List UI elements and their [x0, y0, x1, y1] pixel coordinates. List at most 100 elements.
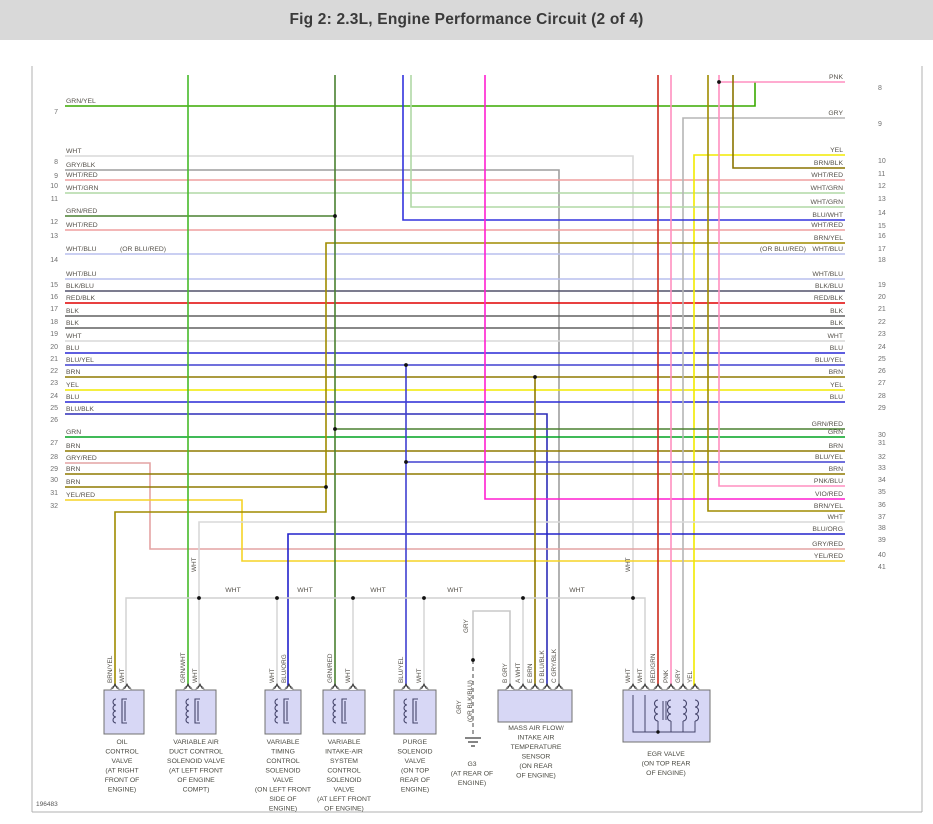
oil-control-valve-label: (AT RIGHT: [105, 768, 138, 775]
wire-right-17-label: BRN/YEL: [814, 235, 843, 242]
variable-timing-control-solenoid-valve-label: TIMING: [271, 749, 295, 756]
wire-right-38-label: WHT: [828, 514, 843, 521]
pin-wire-label: WHT: [416, 668, 423, 683]
pin-wire-label: D BLU/BLK: [539, 650, 546, 683]
purge-solenoid-valve-pin-arrow: [403, 682, 409, 690]
pin-wire-label: WHT: [191, 557, 198, 572]
wire-left-16-label: BLK/BLU: [66, 283, 94, 290]
mass-air-flow-intake-air-temperature-sensor-label: OF ENGINE): [516, 773, 556, 780]
pin-wire-label: B GRY: [502, 662, 509, 683]
variable-intake-air-system-control-solenoid-valve-plunger-icon: [341, 698, 347, 724]
mass-air-flow-intake-air-temperature-sensor-pin-socket: [554, 685, 564, 691]
wire-left-26-number: 26: [50, 417, 58, 424]
egr-valve-label: EGR VALVE: [647, 751, 685, 758]
wire-left-26: [65, 413, 548, 690]
variable-intake-air-system-control-solenoid-valve-label: (AT LEFT FRONT: [317, 796, 371, 803]
pin-wire-label: PNK: [663, 669, 670, 683]
wire-right-32-label: BRN: [829, 443, 843, 450]
wire-left-32-number: 32: [50, 503, 58, 510]
wire-right-14-label: WHT/GRN: [811, 199, 844, 206]
junction-dot: [404, 460, 408, 464]
wire-left-29-label: GRY/RED: [66, 455, 97, 462]
wire-left-25-label: BLU: [66, 394, 79, 401]
variable-timing-control-solenoid-valve-pin-arrow: [274, 682, 280, 690]
wire-right-27-number: 27: [878, 380, 886, 387]
wire-right-23-label: BLK: [830, 320, 843, 327]
wire-right-33-number: 33: [878, 465, 886, 472]
pin-wire-label: A WHT: [515, 663, 522, 683]
oil-control-valve-label: FRONT OF: [105, 777, 140, 784]
wire-left-11-label: WHT/GRN: [66, 185, 99, 192]
variable-timing-control-solenoid-valve-label: ENGINE): [269, 806, 297, 813]
g3-ground-label: G3: [467, 761, 476, 768]
variable-air-duct-control-solenoid-valve-label: VARIABLE AIR: [173, 739, 219, 746]
egr-valve-pin-socket: [678, 685, 688, 691]
mass-air-flow-intake-air-temperature-sensor-pin-socket: [518, 685, 528, 691]
pin-wire-label: BRN/YEL: [107, 655, 114, 683]
wire-left-31-label: BRN: [66, 479, 80, 486]
wire-right-20-label: BLK/BLU: [815, 283, 843, 290]
wire-left-14-note: (OR BLU/RED): [120, 246, 166, 253]
mass-air-flow-intake-air-temperature-sensor-pin-arrow: [532, 682, 538, 690]
wire-left-9-label: GRY/BLK: [66, 162, 96, 169]
egr-valve-coil-icon: [666, 699, 672, 722]
wire-right-34-label: BRN: [829, 466, 843, 473]
wire-right-24-number: 24: [878, 344, 886, 351]
bus-wire-label: WHT: [569, 587, 584, 594]
egr-valve-pin-socket: [640, 685, 650, 691]
wire-right-36: [484, 75, 845, 500]
wire-left-15-label: WHT/BLU: [66, 271, 97, 278]
pin-wire-label: WHT: [269, 668, 276, 683]
wire-left-22-label: BLU/YEL: [66, 357, 94, 364]
pin-wire-label: GRN/WHT: [180, 652, 187, 683]
variable-air-duct-control-solenoid-valve-pin-arrow: [185, 682, 191, 690]
wire-right-36-number: 36: [878, 502, 886, 509]
wire-right-36-label: VIO/RED: [815, 491, 843, 498]
egr-valve-pin-socket: [628, 685, 638, 691]
variable-intake-air-system-control-solenoid-valve-label: VALVE: [334, 787, 355, 794]
g3-ground-label: ENGINE): [458, 780, 486, 787]
purge-solenoid-valve-pin-socket: [419, 685, 429, 691]
wire-right-26-label: BLU/YEL: [815, 357, 843, 364]
wire-left-16-number: 16: [50, 294, 58, 301]
pin-wire-label: WHT: [637, 668, 644, 683]
wire-left-27-number: 27: [50, 440, 58, 447]
oil-control-valve-coil-icon: [112, 698, 117, 724]
wire-right-10-label: YEL: [830, 147, 843, 154]
variable-air-duct-control-solenoid-valve-label: (AT LEFT FRONT: [169, 768, 223, 775]
wire-right-8-label: PNK: [829, 74, 843, 81]
wire-left-29-number: 29: [50, 466, 58, 473]
wire-right-37: [707, 75, 845, 512]
junction-dot: [324, 485, 328, 489]
pin-wire-label: E BRN: [527, 663, 534, 683]
egr-valve-coil-icon: [682, 699, 688, 722]
mass-air-flow-intake-air-temperature-sensor-label: SENSOR: [522, 754, 551, 761]
footer-reference-code: 196483: [36, 801, 58, 808]
variable-timing-control-solenoid-valve-pin-socket: [272, 685, 282, 691]
wire-left-32: [65, 499, 845, 562]
wire-left-21-number: 21: [50, 356, 58, 363]
variable-air-duct-control-solenoid-valve: [175, 689, 217, 735]
purge-solenoid-valve-label: PURGE: [403, 739, 428, 746]
wire-right-35-number: 35: [878, 489, 886, 496]
wire-right-11-label: BRN/BLK: [814, 160, 844, 167]
wire-right-18-label: WHT/BLU: [812, 246, 843, 253]
pin-wire-label: GRY: [463, 619, 470, 633]
wire-left-12-label: GRN/RED: [66, 208, 97, 215]
purge-solenoid-valve-pin-socket: [401, 685, 411, 691]
egr-valve-internal-wire: [632, 695, 696, 733]
wire-right-20-number: 20: [878, 294, 886, 301]
wire-left-23-number: 23: [50, 380, 58, 387]
variable-timing-control-solenoid-valve-label: SOLENOID: [265, 768, 300, 775]
title-bar: Fig 2: 2.3L, Engine Performance Circuit …: [0, 0, 933, 40]
wire-right-39-label: BLU/ORG: [812, 526, 843, 533]
variable-intake-air-system-control-solenoid-valve-coil-icon: [332, 698, 337, 724]
variable-timing-control-solenoid-valve: [264, 689, 302, 735]
wire-left-23-label: BRN: [66, 369, 80, 376]
mass-air-flow-intake-air-temperature-sensor-pin-socket: [505, 685, 515, 691]
wire-right-17-number: 17: [878, 246, 886, 253]
wire-right-31-label: GRN: [828, 429, 843, 436]
wire-left-18-number: 18: [50, 319, 58, 326]
wire-right-30-number: 30: [878, 432, 886, 439]
wire-right-26-number: 26: [878, 368, 886, 375]
